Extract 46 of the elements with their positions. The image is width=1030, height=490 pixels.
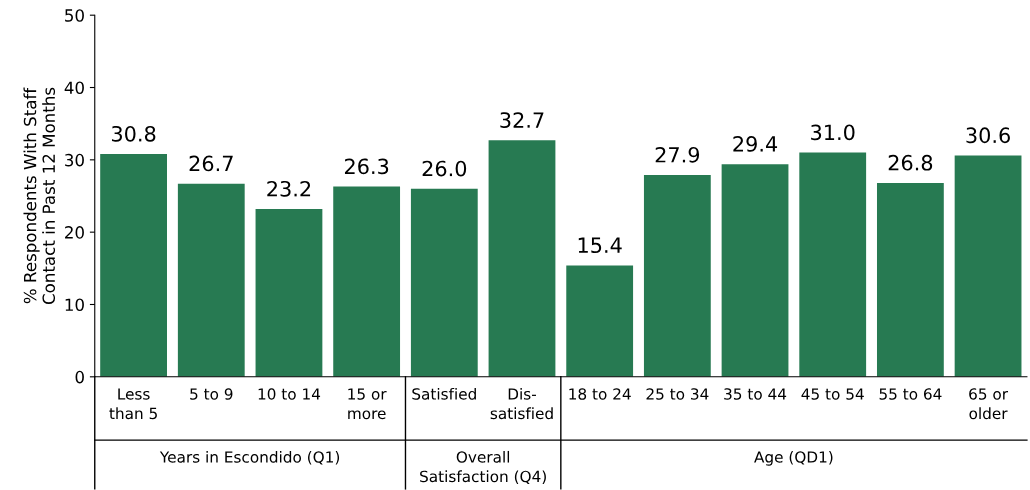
bar bbox=[876, 182, 944, 377]
data-label: 26.0 bbox=[422, 160, 467, 177]
x-tick-label: 55 to 64 bbox=[879, 388, 942, 400]
y-tick-label: 20 bbox=[65, 226, 84, 239]
x-tick-label: 15 or more bbox=[348, 388, 387, 420]
bar bbox=[566, 265, 634, 377]
data-label: 27.9 bbox=[655, 146, 700, 163]
x-tick-label: 10 to 14 bbox=[258, 388, 321, 400]
x-tick-label: 25 to 34 bbox=[646, 388, 709, 400]
data-label: 23.2 bbox=[267, 180, 311, 197]
x-tick-label: 5 to 9 bbox=[190, 388, 233, 400]
bar bbox=[488, 140, 556, 377]
x-tick-label: Satisfied bbox=[412, 387, 476, 400]
data-label: 32.7 bbox=[500, 112, 544, 128]
text: Years in Escondido (Q1) bbox=[159, 450, 340, 465]
bar bbox=[333, 186, 401, 377]
x-tick-label: Less than 5 bbox=[109, 388, 157, 420]
bar bbox=[643, 175, 711, 377]
bar bbox=[255, 209, 323, 377]
y-tick-label: 10 bbox=[65, 298, 84, 312]
bar bbox=[177, 183, 245, 377]
data-label: 26.8 bbox=[888, 154, 933, 171]
bar bbox=[410, 188, 478, 377]
data-label: 29.4 bbox=[733, 136, 778, 152]
y-tick-label: 40 bbox=[64, 81, 84, 95]
y-axis-title: % Respondents With Staff Contact in Past 12 Months bbox=[23, 87, 56, 305]
data-label: 30.8 bbox=[111, 125, 156, 142]
data-label: 26.3 bbox=[344, 158, 389, 175]
data-label: 15.4 bbox=[578, 237, 622, 254]
x-tick-label: 35 to 44 bbox=[724, 388, 787, 400]
bar bbox=[100, 154, 167, 377]
text: Overall Satisfaction (Q4) bbox=[420, 450, 546, 484]
y-tick-label: 0 bbox=[75, 370, 84, 384]
y-tick-label: 50 bbox=[65, 9, 84, 22]
data-label: 31.0 bbox=[811, 124, 855, 141]
y-tick-label: 30 bbox=[65, 153, 84, 167]
x-tick-label: Dis- satisfied bbox=[490, 387, 553, 420]
data-label: 30.6 bbox=[966, 127, 1010, 144]
text: Age (QD1) bbox=[754, 450, 833, 466]
bar bbox=[954, 155, 1022, 377]
bar bbox=[721, 164, 789, 377]
x-tick-label: 65 or older bbox=[969, 388, 1009, 420]
x-tick-label: 45 to 54 bbox=[801, 388, 864, 400]
bar bbox=[799, 152, 867, 377]
data-label: 26.7 bbox=[189, 155, 233, 172]
x-tick-label: 18 to 24 bbox=[569, 388, 631, 400]
